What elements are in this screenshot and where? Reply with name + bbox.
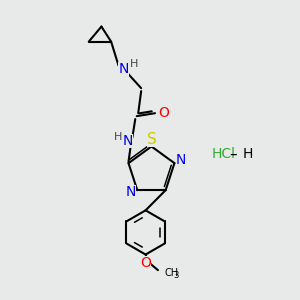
Text: N: N — [126, 184, 136, 199]
Text: N: N — [123, 134, 133, 148]
Text: N: N — [176, 153, 186, 167]
Text: H: H — [130, 59, 139, 69]
Text: O: O — [158, 106, 169, 120]
Text: H: H — [243, 147, 253, 161]
Text: HCl: HCl — [212, 147, 236, 161]
Text: N: N — [118, 62, 129, 76]
Text: CH: CH — [165, 268, 179, 278]
Text: 3: 3 — [173, 271, 178, 280]
Text: O: O — [140, 256, 151, 270]
Text: –: – — [229, 147, 237, 162]
Text: H: H — [113, 132, 122, 142]
Text: S: S — [147, 133, 156, 148]
